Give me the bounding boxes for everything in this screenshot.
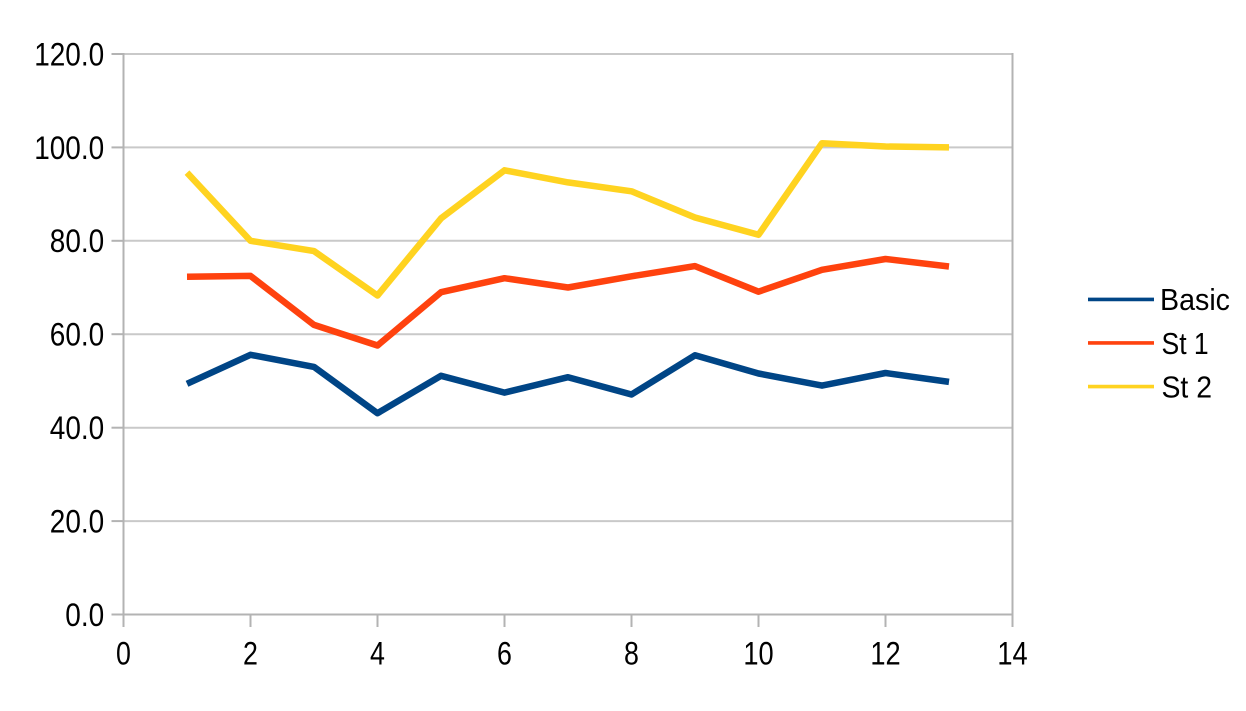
svg-text:St 2: St 2	[1162, 370, 1213, 405]
svg-text:8: 8	[624, 636, 639, 672]
svg-text:80.0: 80.0	[50, 223, 104, 259]
svg-text:6: 6	[497, 636, 512, 672]
svg-text:100.0: 100.0	[34, 130, 104, 166]
svg-text:120.0: 120.0	[34, 36, 104, 72]
svg-text:10: 10	[743, 636, 773, 672]
svg-text:St 1: St 1	[1162, 326, 1209, 361]
svg-text:0: 0	[116, 636, 131, 672]
svg-text:20.0: 20.0	[50, 504, 104, 540]
svg-text:2: 2	[243, 636, 258, 672]
svg-text:60.0: 60.0	[50, 317, 104, 353]
svg-text:40.0: 40.0	[50, 410, 104, 446]
svg-text:Basic: Basic	[1160, 282, 1230, 317]
svg-text:0.0: 0.0	[65, 597, 104, 633]
svg-text:12: 12	[870, 636, 900, 672]
svg-text:14: 14	[997, 636, 1027, 672]
svg-text:4: 4	[370, 636, 385, 672]
